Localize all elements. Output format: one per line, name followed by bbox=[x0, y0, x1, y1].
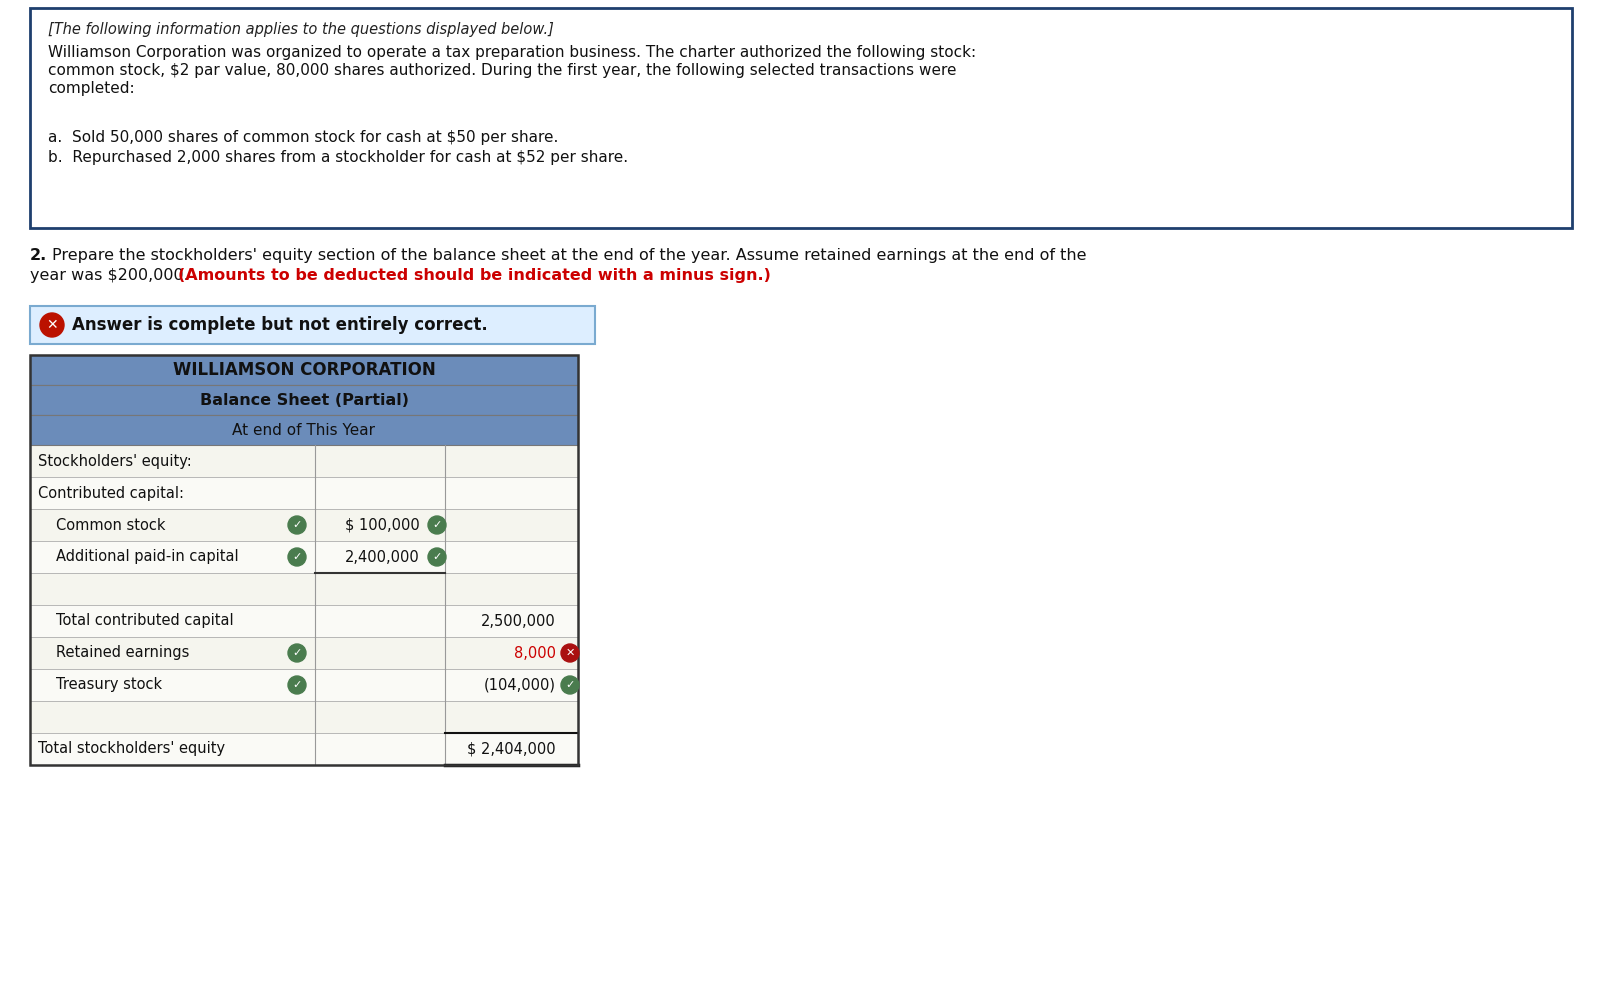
Bar bbox=[30, 669, 577, 701]
Circle shape bbox=[289, 516, 306, 534]
Bar bbox=[30, 306, 595, 344]
Bar bbox=[30, 605, 577, 637]
Circle shape bbox=[289, 644, 306, 662]
Text: 2,500,000: 2,500,000 bbox=[481, 614, 557, 628]
Text: Total stockholders' equity: Total stockholders' equity bbox=[38, 741, 225, 756]
Circle shape bbox=[40, 313, 64, 337]
Text: 8,000: 8,000 bbox=[513, 645, 557, 661]
Text: Total contributed capital: Total contributed capital bbox=[56, 614, 234, 628]
Text: ✓: ✓ bbox=[292, 552, 302, 562]
Bar bbox=[30, 701, 577, 733]
Text: ✕: ✕ bbox=[565, 648, 574, 658]
Circle shape bbox=[428, 548, 446, 566]
Text: Answer is complete but not entirely correct.: Answer is complete but not entirely corr… bbox=[72, 316, 488, 334]
Text: ✓: ✓ bbox=[565, 680, 574, 690]
Text: $ 100,000: $ 100,000 bbox=[345, 518, 420, 532]
Bar bbox=[30, 355, 577, 385]
Text: year was $200,000.: year was $200,000. bbox=[30, 268, 194, 283]
Text: Stockholders' equity:: Stockholders' equity: bbox=[38, 454, 192, 468]
Text: ✓: ✓ bbox=[433, 552, 441, 562]
Bar bbox=[30, 385, 577, 415]
Bar bbox=[30, 477, 577, 509]
Text: ✓: ✓ bbox=[292, 520, 302, 530]
Bar bbox=[30, 415, 577, 445]
Circle shape bbox=[428, 516, 446, 534]
Bar bbox=[30, 445, 577, 477]
Bar bbox=[30, 733, 577, 765]
Bar bbox=[30, 637, 577, 669]
Text: Common stock: Common stock bbox=[56, 518, 165, 532]
Bar bbox=[30, 8, 1572, 228]
Text: [The following information applies to the questions displayed below.]: [The following information applies to th… bbox=[48, 22, 553, 37]
Circle shape bbox=[561, 644, 579, 662]
Text: b.  Repurchased 2,000 shares from a stockholder for cash at $52 per share.: b. Repurchased 2,000 shares from a stock… bbox=[48, 150, 629, 165]
Text: ✓: ✓ bbox=[292, 648, 302, 658]
Text: common stock, $2 par value, 80,000 shares authorized. During the first year, the: common stock, $2 par value, 80,000 share… bbox=[48, 63, 956, 78]
Text: ✓: ✓ bbox=[292, 680, 302, 690]
Text: Williamson Corporation was organized to operate a tax preparation business. The : Williamson Corporation was organized to … bbox=[48, 45, 977, 60]
Text: $ 2,404,000: $ 2,404,000 bbox=[467, 741, 557, 756]
Text: ✕: ✕ bbox=[47, 318, 58, 332]
Circle shape bbox=[289, 676, 306, 694]
Text: 2.: 2. bbox=[30, 248, 47, 263]
Text: (104,000): (104,000) bbox=[484, 678, 557, 692]
Circle shape bbox=[561, 676, 579, 694]
Circle shape bbox=[289, 548, 306, 566]
Text: Prepare the stockholders' equity section of the balance sheet at the end of the : Prepare the stockholders' equity section… bbox=[51, 248, 1086, 263]
Text: Treasury stock: Treasury stock bbox=[56, 678, 162, 692]
Text: 2,400,000: 2,400,000 bbox=[345, 550, 420, 565]
Bar bbox=[30, 541, 577, 573]
Text: Contributed capital:: Contributed capital: bbox=[38, 485, 184, 501]
Text: Retained earnings: Retained earnings bbox=[56, 645, 189, 661]
Text: completed:: completed: bbox=[48, 81, 135, 96]
Bar bbox=[30, 573, 577, 605]
Text: a.  Sold 50,000 shares of common stock for cash at $50 per share.: a. Sold 50,000 shares of common stock fo… bbox=[48, 130, 558, 145]
Text: (Amounts to be deducted should be indicated with a minus sign.): (Amounts to be deducted should be indica… bbox=[178, 268, 772, 283]
Text: WILLIAMSON CORPORATION: WILLIAMSON CORPORATION bbox=[173, 361, 435, 379]
Text: ✓: ✓ bbox=[433, 520, 441, 530]
Text: Additional paid-in capital: Additional paid-in capital bbox=[56, 550, 239, 565]
Text: At end of This Year: At end of This Year bbox=[233, 422, 375, 438]
Bar bbox=[30, 355, 577, 765]
Text: Balance Sheet (Partial): Balance Sheet (Partial) bbox=[199, 393, 409, 408]
Bar bbox=[30, 509, 577, 541]
